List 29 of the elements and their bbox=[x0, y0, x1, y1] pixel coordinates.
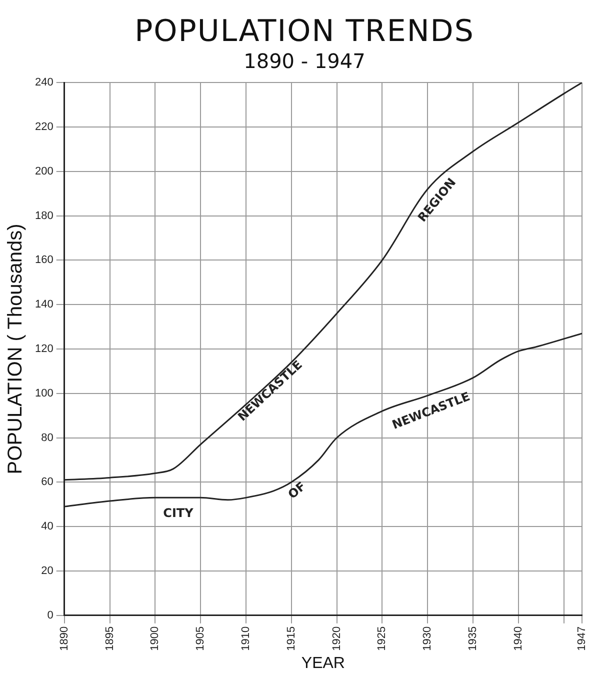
x-tick-label: 1947 bbox=[576, 626, 588, 651]
x-tick-label: 1905 bbox=[194, 626, 207, 651]
y-tick-label: 200 bbox=[34, 165, 54, 178]
y-tick-label: 180 bbox=[34, 210, 54, 222]
x-tick-label: 1900 bbox=[149, 626, 162, 651]
chart-title: POPULATION TRENDS bbox=[134, 14, 476, 49]
y-tick-label: 240 bbox=[34, 76, 54, 89]
y-tick-label: 160 bbox=[34, 254, 54, 266]
y-tick-label: 220 bbox=[34, 121, 54, 134]
x-tick-label: 1920 bbox=[330, 626, 343, 651]
y-tick-label: 40 bbox=[41, 520, 54, 533]
x-tick-label: 1910 bbox=[240, 626, 252, 651]
x-tick-label: 1895 bbox=[104, 626, 116, 651]
x-tick-label: 1925 bbox=[376, 626, 388, 651]
x-tick-label: 1890 bbox=[58, 626, 70, 651]
y-axis-title: POPULATION ( Thousands) bbox=[4, 224, 27, 474]
y-tick-label: 100 bbox=[34, 387, 54, 400]
x-axis-title: YEAR bbox=[301, 654, 345, 672]
x-tick-label: 1930 bbox=[422, 626, 434, 651]
y-tick-label: 20 bbox=[41, 564, 54, 577]
y-tick-label: 140 bbox=[34, 298, 54, 311]
y-tick-label: 80 bbox=[41, 432, 54, 444]
x-tick-label: 1915 bbox=[285, 626, 298, 651]
y-tick-label: 60 bbox=[41, 476, 54, 488]
x-tick-label: 1935 bbox=[467, 626, 480, 651]
chart-subtitle: 1890 - 1947 bbox=[242, 49, 366, 73]
x-tick-label: 1940 bbox=[512, 626, 524, 651]
y-tick-label: 0 bbox=[47, 609, 54, 622]
y-tick-label: 120 bbox=[34, 342, 54, 355]
